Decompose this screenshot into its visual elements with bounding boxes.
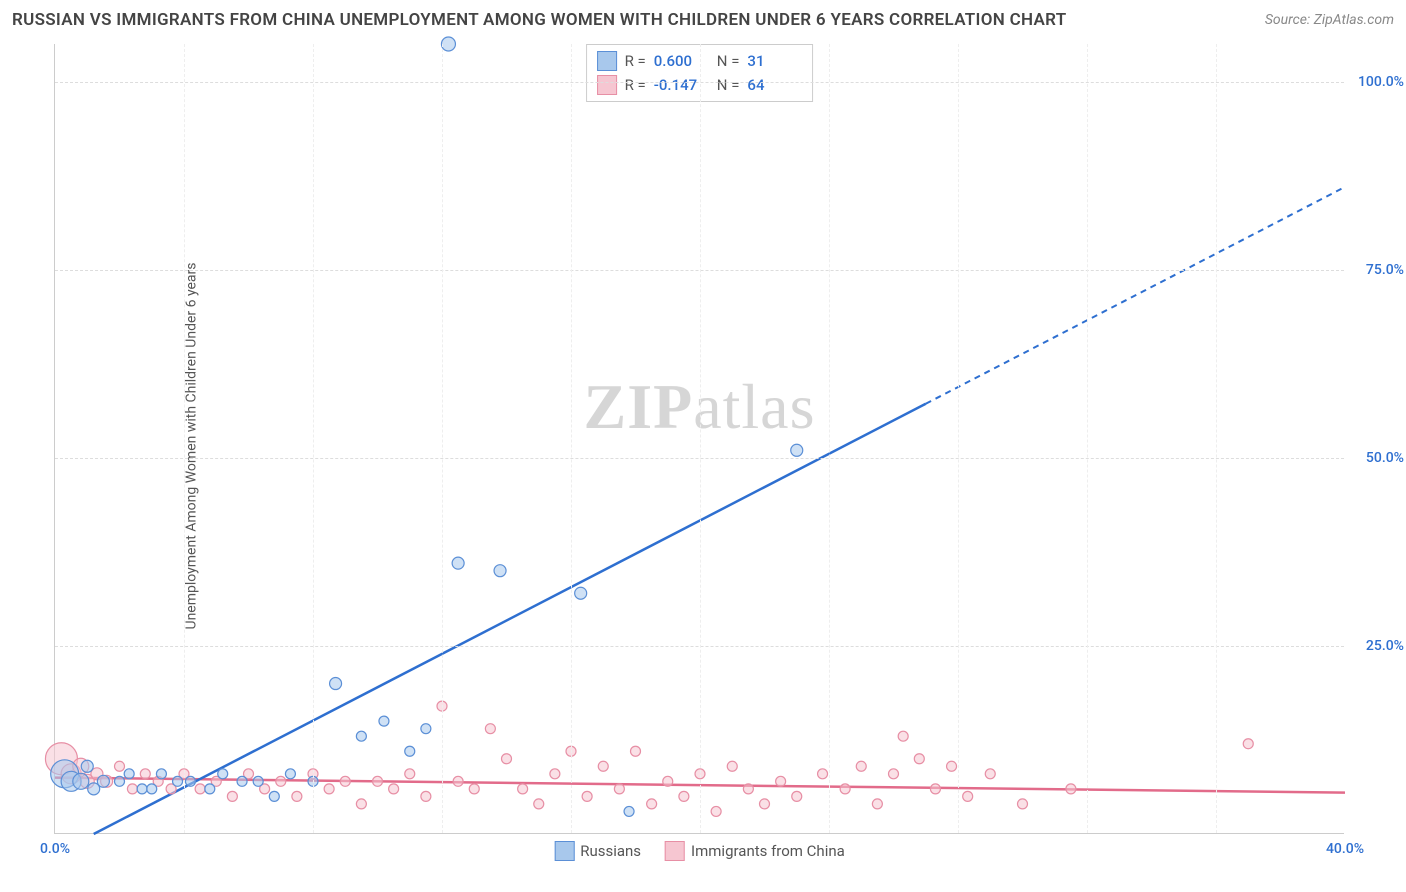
gridline-x bbox=[700, 44, 701, 833]
swatch-pink bbox=[597, 75, 617, 95]
gridline-x bbox=[313, 44, 314, 833]
xtick-label: 40.0% bbox=[1326, 841, 1364, 857]
ytick-label: 75.0% bbox=[1366, 262, 1404, 278]
gridline-x bbox=[829, 44, 830, 833]
gridline-x bbox=[184, 44, 185, 833]
gridline-x bbox=[1087, 44, 1088, 833]
legend-label-china: Immigrants from China bbox=[691, 842, 845, 860]
ytick-label: 50.0% bbox=[1366, 450, 1404, 466]
xtick-label: 0.0% bbox=[40, 841, 70, 857]
legend-item-russians: Russians bbox=[554, 841, 641, 861]
chart-title: RUSSIAN VS IMMIGRANTS FROM CHINA UNEMPLO… bbox=[12, 10, 1067, 30]
stat-n-pink: 64 bbox=[747, 76, 802, 94]
bottom-legend: Russians Immigrants from China bbox=[554, 841, 845, 861]
gridline-x bbox=[958, 44, 959, 833]
plot-area: ZIPatlas R = 0.600 N = 31 R = -0.147 N =… bbox=[54, 44, 1344, 834]
swatch-blue bbox=[597, 51, 617, 71]
stat-n-label: N = bbox=[717, 52, 740, 70]
stat-n-label: N = bbox=[717, 76, 740, 94]
source-label: Source: ZipAtlas.com bbox=[1265, 12, 1394, 28]
gridline-x bbox=[442, 44, 443, 833]
ytick-label: 100.0% bbox=[1358, 74, 1404, 90]
legend-item-china: Immigrants from China bbox=[665, 841, 845, 861]
stat-r-label: R = bbox=[625, 52, 646, 70]
swatch-pink bbox=[665, 841, 685, 861]
legend-label-russians: Russians bbox=[580, 842, 641, 860]
swatch-blue bbox=[554, 841, 574, 861]
stat-r-label: R = bbox=[625, 76, 646, 94]
ytick-label: 25.0% bbox=[1366, 638, 1404, 654]
stat-n-blue: 31 bbox=[747, 52, 802, 70]
gridline-x bbox=[571, 44, 572, 833]
gridline-x bbox=[1216, 44, 1217, 833]
